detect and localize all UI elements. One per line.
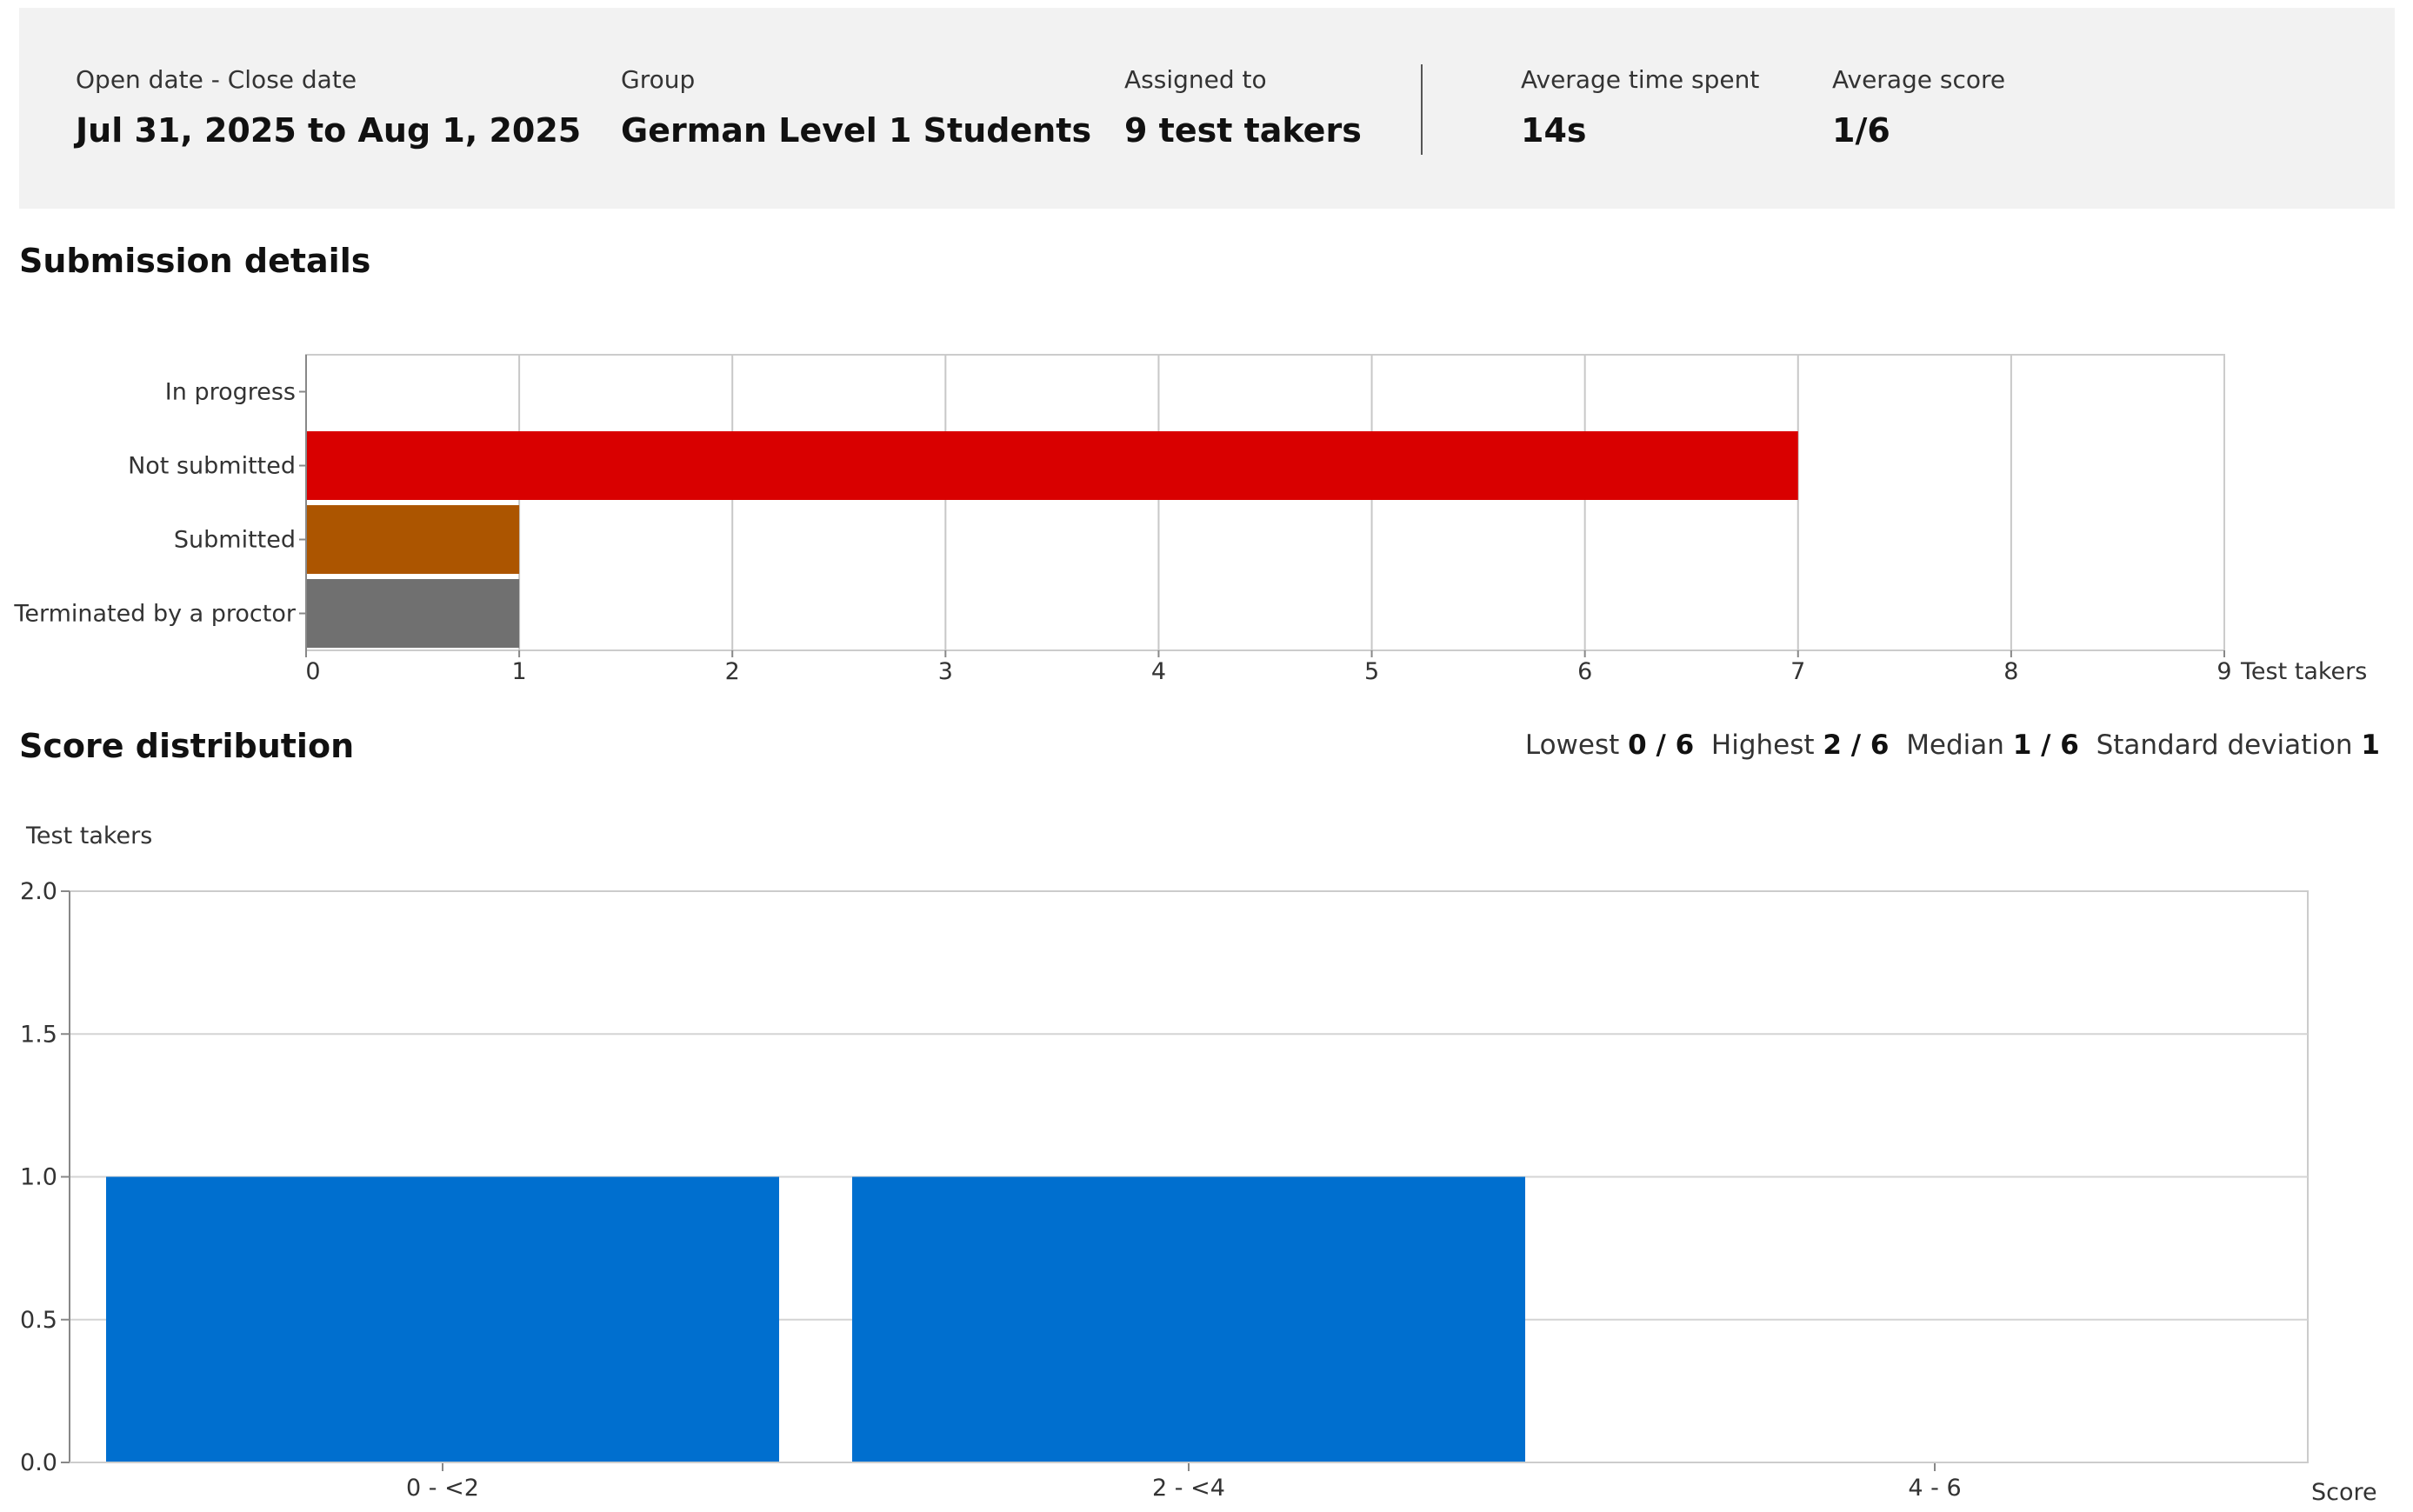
- standard-deviation-label: Standard deviation: [2096, 729, 2353, 761]
- summary-divider: [1421, 64, 1423, 155]
- average-time-label: Average time spent: [1521, 65, 1760, 94]
- average-score-value: 1/6: [1832, 111, 1890, 150]
- y-axis-label: Test takers: [25, 823, 152, 849]
- median-label: Median: [1906, 729, 2004, 761]
- x-tick-label: 9: [2216, 658, 2231, 685]
- bar-terminated-by-a-proctor: [306, 579, 520, 648]
- average-score-label: Average score: [1832, 65, 2006, 94]
- category-label: Not submitted: [128, 453, 296, 480]
- group-label: Group: [621, 65, 696, 94]
- plot-area-border: [305, 354, 2225, 651]
- category-label: In progress: [165, 379, 296, 406]
- median-value: 1 / 6: [2012, 729, 2079, 761]
- highest-label: Highest: [1710, 729, 1815, 761]
- x-tick-label: 2 - <4: [1152, 1475, 1225, 1502]
- standard-deviation-value: 1: [2361, 729, 2380, 761]
- group-value: German Level 1 Students: [621, 111, 1092, 150]
- y-tick-label: 0.5: [20, 1307, 57, 1334]
- submission-details-title: Submission details: [19, 242, 371, 280]
- summary-panel: Open date - Close date Jul 31, 2025 to A…: [19, 8, 2395, 209]
- score-distribution-chart: Test takers 0.0 0.5 1.0 1.5 2.0 0 - <2 2 - <4 4 …: [20, 823, 2377, 1506]
- x-tick-label: 3: [938, 658, 953, 685]
- x-tick-label: 2: [725, 658, 740, 685]
- x-tick-label: 1: [512, 658, 527, 685]
- lowest-value: 0 / 6: [1628, 729, 1695, 761]
- score-statistics: Lowest 0 / 6 Highest 2 / 6 Median 1 / 6 …: [1525, 729, 2380, 761]
- category-label: Submitted: [174, 527, 296, 554]
- average-time-stat: Average time spent 14s: [1521, 65, 1759, 150]
- x-tick-label: 4 - 6: [1908, 1475, 1961, 1502]
- date-range-label: Open date - Close date: [76, 65, 357, 94]
- average-score-stat: Average score 1/6: [1832, 65, 2005, 150]
- x-tick-label: 4: [1151, 658, 1166, 685]
- average-time-value: 14s: [1521, 111, 1587, 150]
- x-axis-label: Score: [2311, 1479, 2377, 1506]
- assigned-value: 9 test takers: [1124, 111, 1362, 150]
- y-tick-label: 2.0: [20, 878, 57, 905]
- y-tick-label: 1.0: [20, 1164, 57, 1191]
- x-tick-label: 8: [2003, 658, 2018, 685]
- submission-chart: 0 1 2 3 4 5 6 7 8 9 Test takers In progress Not subm…: [13, 354, 2367, 685]
- y-tick-label: 0.0: [20, 1449, 57, 1476]
- bar-not-submitted: [306, 431, 1798, 500]
- bar-2-4: [852, 1176, 1525, 1462]
- date-range-stat: Open date - Close date Jul 31, 2025 to A…: [76, 65, 581, 150]
- x-tick-label: 6: [1577, 658, 1592, 685]
- x-tick-label: 7: [1790, 658, 1805, 685]
- group-stat: Group German Level 1 Students: [621, 65, 1091, 150]
- category-label: Terminated by a proctor: [13, 601, 296, 628]
- score-distribution-title: Score distribution: [19, 727, 355, 765]
- bar-0-2: [106, 1176, 779, 1462]
- x-axis-label: Test takers: [2240, 658, 2367, 685]
- lowest-label: Lowest: [1524, 729, 1620, 761]
- assigned-stat: Assigned to 9 test takers: [1124, 65, 1362, 150]
- highest-value: 2 / 6: [1823, 729, 1890, 761]
- bar-submitted: [306, 505, 520, 574]
- assigned-label: Assigned to: [1124, 65, 1267, 94]
- x-tick-label: 5: [1364, 658, 1379, 685]
- y-tick-label: 1.5: [20, 1021, 57, 1048]
- x-tick-label: 0 - <2: [406, 1475, 479, 1502]
- x-tick-label: 0: [305, 658, 320, 685]
- date-range-value: Jul 31, 2025 to Aug 1, 2025: [76, 111, 582, 150]
